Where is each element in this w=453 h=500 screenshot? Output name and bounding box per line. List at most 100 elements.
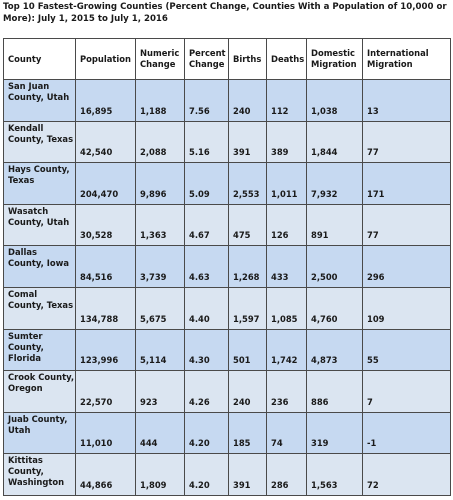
cell-numeric-change: 3,739 xyxy=(135,245,185,288)
cell-domestic-migration: 1,844 xyxy=(306,120,363,164)
cell-international-migration: 13 xyxy=(362,79,451,122)
cell-numeric-change: 5,114 xyxy=(135,328,185,372)
cell-numeric-change: 5,675 xyxy=(135,286,185,330)
cell-international-migration: 55 xyxy=(362,328,451,372)
cell-domestic-migration: 886 xyxy=(306,370,363,413)
cell-population: 11,010 xyxy=(75,411,136,455)
cell-county: Kittitas County, Washington xyxy=(3,453,76,496)
table-row: Crook County, Oregon 22,570 923 4.26 240 236 8… xyxy=(3,370,451,413)
cell-deaths: 1,742 xyxy=(266,328,307,372)
cell-county: Juab County, Utah xyxy=(3,411,76,455)
cell-percent-change: 5.09 xyxy=(184,162,229,205)
counties-table: County Population Numeric Change Percent… xyxy=(3,38,451,496)
cell-population: 204,470 xyxy=(75,162,136,205)
cell-county: Crook County, Oregon xyxy=(3,370,76,413)
cell-domestic-migration: 2,500 xyxy=(306,245,363,288)
cell-births: 501 xyxy=(228,328,267,372)
cell-percent-change: 4.63 xyxy=(184,245,229,288)
cell-deaths: 126 xyxy=(266,203,307,247)
cell-births: 475 xyxy=(228,203,267,247)
cell-domestic-migration: 7,932 xyxy=(306,162,363,205)
cell-domestic-migration: 4,873 xyxy=(306,328,363,372)
table-row: Comal County, Texas 134,788 5,675 4.40 1,597… xyxy=(3,286,451,330)
cell-percent-change: 4.26 xyxy=(184,370,229,413)
cell-domestic-migration: 1,038 xyxy=(306,79,363,122)
table-row: San Juan County, Utah 16,895 1,188 7.56 240 1… xyxy=(3,79,451,122)
header-deaths: Deaths xyxy=(266,38,307,80)
cell-births: 1,597 xyxy=(228,286,267,330)
cell-births: 240 xyxy=(228,79,267,122)
cell-international-migration: 7 xyxy=(362,370,451,413)
cell-international-migration: 296 xyxy=(362,245,451,288)
cell-deaths: 236 xyxy=(266,370,307,413)
cell-county: Hays County, Texas xyxy=(3,162,76,205)
cell-births: 240 xyxy=(228,370,267,413)
cell-population: 22,570 xyxy=(75,370,136,413)
cell-deaths: 286 xyxy=(266,453,307,496)
cell-county: Kendall County, Texas xyxy=(3,120,76,164)
cell-births: 391 xyxy=(228,453,267,496)
header-row: County Population Numeric Change Percent… xyxy=(3,38,451,80)
cell-domestic-migration: 1,563 xyxy=(306,453,363,496)
cell-percent-change: 4.20 xyxy=(184,411,229,455)
header-numeric-change: Numeric Change xyxy=(135,38,185,80)
cell-numeric-change: 9,896 xyxy=(135,162,185,205)
header-international-migration: International Migration xyxy=(362,38,451,80)
cell-deaths: 389 xyxy=(266,120,307,164)
cell-numeric-change: 444 xyxy=(135,411,185,455)
cell-domestic-migration: 891 xyxy=(306,203,363,247)
cell-deaths: 1,085 xyxy=(266,286,307,330)
cell-international-migration: 77 xyxy=(362,120,451,164)
table-title: Top 10 Fastest-Growing Counties (Percent… xyxy=(3,2,447,24)
table-row: Juab County, Utah 11,010 444 4.20 185 74 319 -1 xyxy=(3,411,451,455)
header-births: Births xyxy=(228,38,267,80)
cell-population: 134,788 xyxy=(75,286,136,330)
table-row: Dallas County, Iowa 84,516 3,739 4.63 1,268 4… xyxy=(3,245,451,288)
cell-international-migration: 109 xyxy=(362,286,451,330)
cell-population: 44,866 xyxy=(75,453,136,496)
cell-international-migration: 171 xyxy=(362,162,451,205)
cell-county: San Juan County, Utah xyxy=(3,79,76,122)
cell-population: 16,895 xyxy=(75,79,136,122)
header-county: County xyxy=(3,38,76,80)
cell-international-migration: 77 xyxy=(362,203,451,247)
cell-numeric-change: 1,188 xyxy=(135,79,185,122)
cell-population: 123,996 xyxy=(75,328,136,372)
cell-percent-change: 4.40 xyxy=(184,286,229,330)
table-row: Kendall County, Texas 42,540 2,088 5.16 391 3… xyxy=(3,120,451,164)
table-row: Sumter County, Florida 123,996 5,114 4.30 50… xyxy=(3,328,451,372)
cell-deaths: 1,011 xyxy=(266,162,307,205)
table-row: Kittitas County, Washington 44,866 1,809 4.… xyxy=(3,453,451,496)
cell-domestic-migration: 4,760 xyxy=(306,286,363,330)
cell-county: Dallas County, Iowa xyxy=(3,245,76,288)
cell-county: Sumter County, Florida xyxy=(3,328,76,372)
cell-deaths: 433 xyxy=(266,245,307,288)
cell-births: 185 xyxy=(228,411,267,455)
cell-domestic-migration: 319 xyxy=(306,411,363,455)
cell-births: 2,553 xyxy=(228,162,267,205)
cell-percent-change: 4.67 xyxy=(184,203,229,247)
cell-international-migration: -1 xyxy=(362,411,451,455)
header-percent-change: Percent Change xyxy=(184,38,229,80)
cell-births: 1,268 xyxy=(228,245,267,288)
cell-numeric-change: 1,809 xyxy=(135,453,185,496)
cell-international-migration: 72 xyxy=(362,453,451,496)
cell-deaths: 74 xyxy=(266,411,307,455)
cell-numeric-change: 923 xyxy=(135,370,185,413)
cell-percent-change: 5.16 xyxy=(184,120,229,164)
cell-percent-change: 4.30 xyxy=(184,328,229,372)
cell-deaths: 112 xyxy=(266,79,307,122)
cell-percent-change: 7.56 xyxy=(184,79,229,122)
header-population: Population xyxy=(75,38,136,80)
cell-percent-change: 4.20 xyxy=(184,453,229,496)
cell-county: Comal County, Texas xyxy=(3,286,76,330)
cell-births: 391 xyxy=(228,120,267,164)
table-row: Wasatch County, Utah 30,528 1,363 4.67 475 12… xyxy=(3,203,451,247)
cell-population: 30,528 xyxy=(75,203,136,247)
cell-numeric-change: 1,363 xyxy=(135,203,185,247)
cell-population: 84,516 xyxy=(75,245,136,288)
table-row: Hays County, Texas 204,470 9,896 5.09 2,553 1… xyxy=(3,162,451,205)
cell-county: Wasatch County, Utah xyxy=(3,203,76,247)
cell-numeric-change: 2,088 xyxy=(135,120,185,164)
header-domestic-migration: Domestic Migration xyxy=(306,38,363,80)
